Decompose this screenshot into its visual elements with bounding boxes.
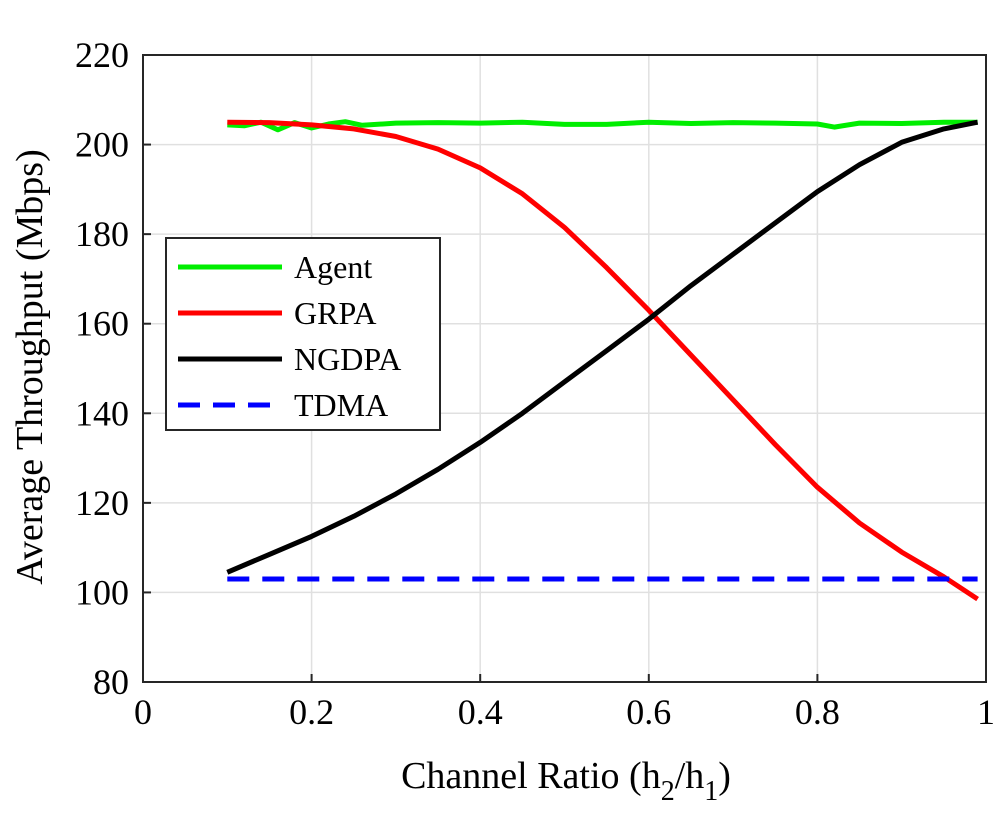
x-tick-label-2: 0.4 (458, 692, 503, 732)
y-tick-label-3: 140 (75, 393, 129, 433)
y-tick-label-0: 80 (93, 662, 129, 702)
x-tick-label-1: 0.2 (289, 692, 334, 732)
y-tick-label-4: 160 (75, 304, 129, 344)
x-tick-label-5: 1 (977, 692, 995, 732)
plot-area-border (142, 54, 987, 683)
legend-label-ngdpa: NGDPA (294, 341, 401, 377)
x-tick-label-3: 0.6 (626, 692, 671, 732)
y-tick-label-2: 120 (75, 483, 129, 523)
y-tick-label-5: 180 (75, 214, 129, 254)
x-tick-label-4: 0.8 (795, 692, 840, 732)
legend: Agent GRPA NGDPA TDMA (165, 237, 441, 431)
series-ngdpa-line (226, 119, 979, 575)
legend-label-grpa: GRPA (294, 295, 376, 331)
series-grpa-line (227, 119, 979, 602)
y-tick-label-1: 100 (75, 572, 129, 612)
x-axis-title-end: ) (718, 755, 731, 797)
x-axis-title-main: Channel Ratio (h (401, 755, 661, 797)
legend-label-tdma: TDMA (294, 387, 388, 423)
y-axis-title: Average Throughput (Mbps) (9, 149, 51, 585)
x-axis-title-sub1: 2 (661, 776, 675, 807)
y-tick-label-6: 200 (75, 125, 129, 165)
x-tick-label-0: 0 (134, 692, 152, 732)
legend-box (165, 237, 441, 431)
series-lines (226, 119, 979, 602)
x-axis-title-mid: /h (675, 755, 705, 797)
legend-label-agent: Agent (294, 249, 372, 285)
y-tick-label-7: 220 (75, 35, 129, 75)
axes (142, 54, 987, 683)
x-axis-title-sub2: 1 (704, 776, 718, 807)
x-axis-title: Channel Ratio (h2/h1) (401, 755, 731, 807)
